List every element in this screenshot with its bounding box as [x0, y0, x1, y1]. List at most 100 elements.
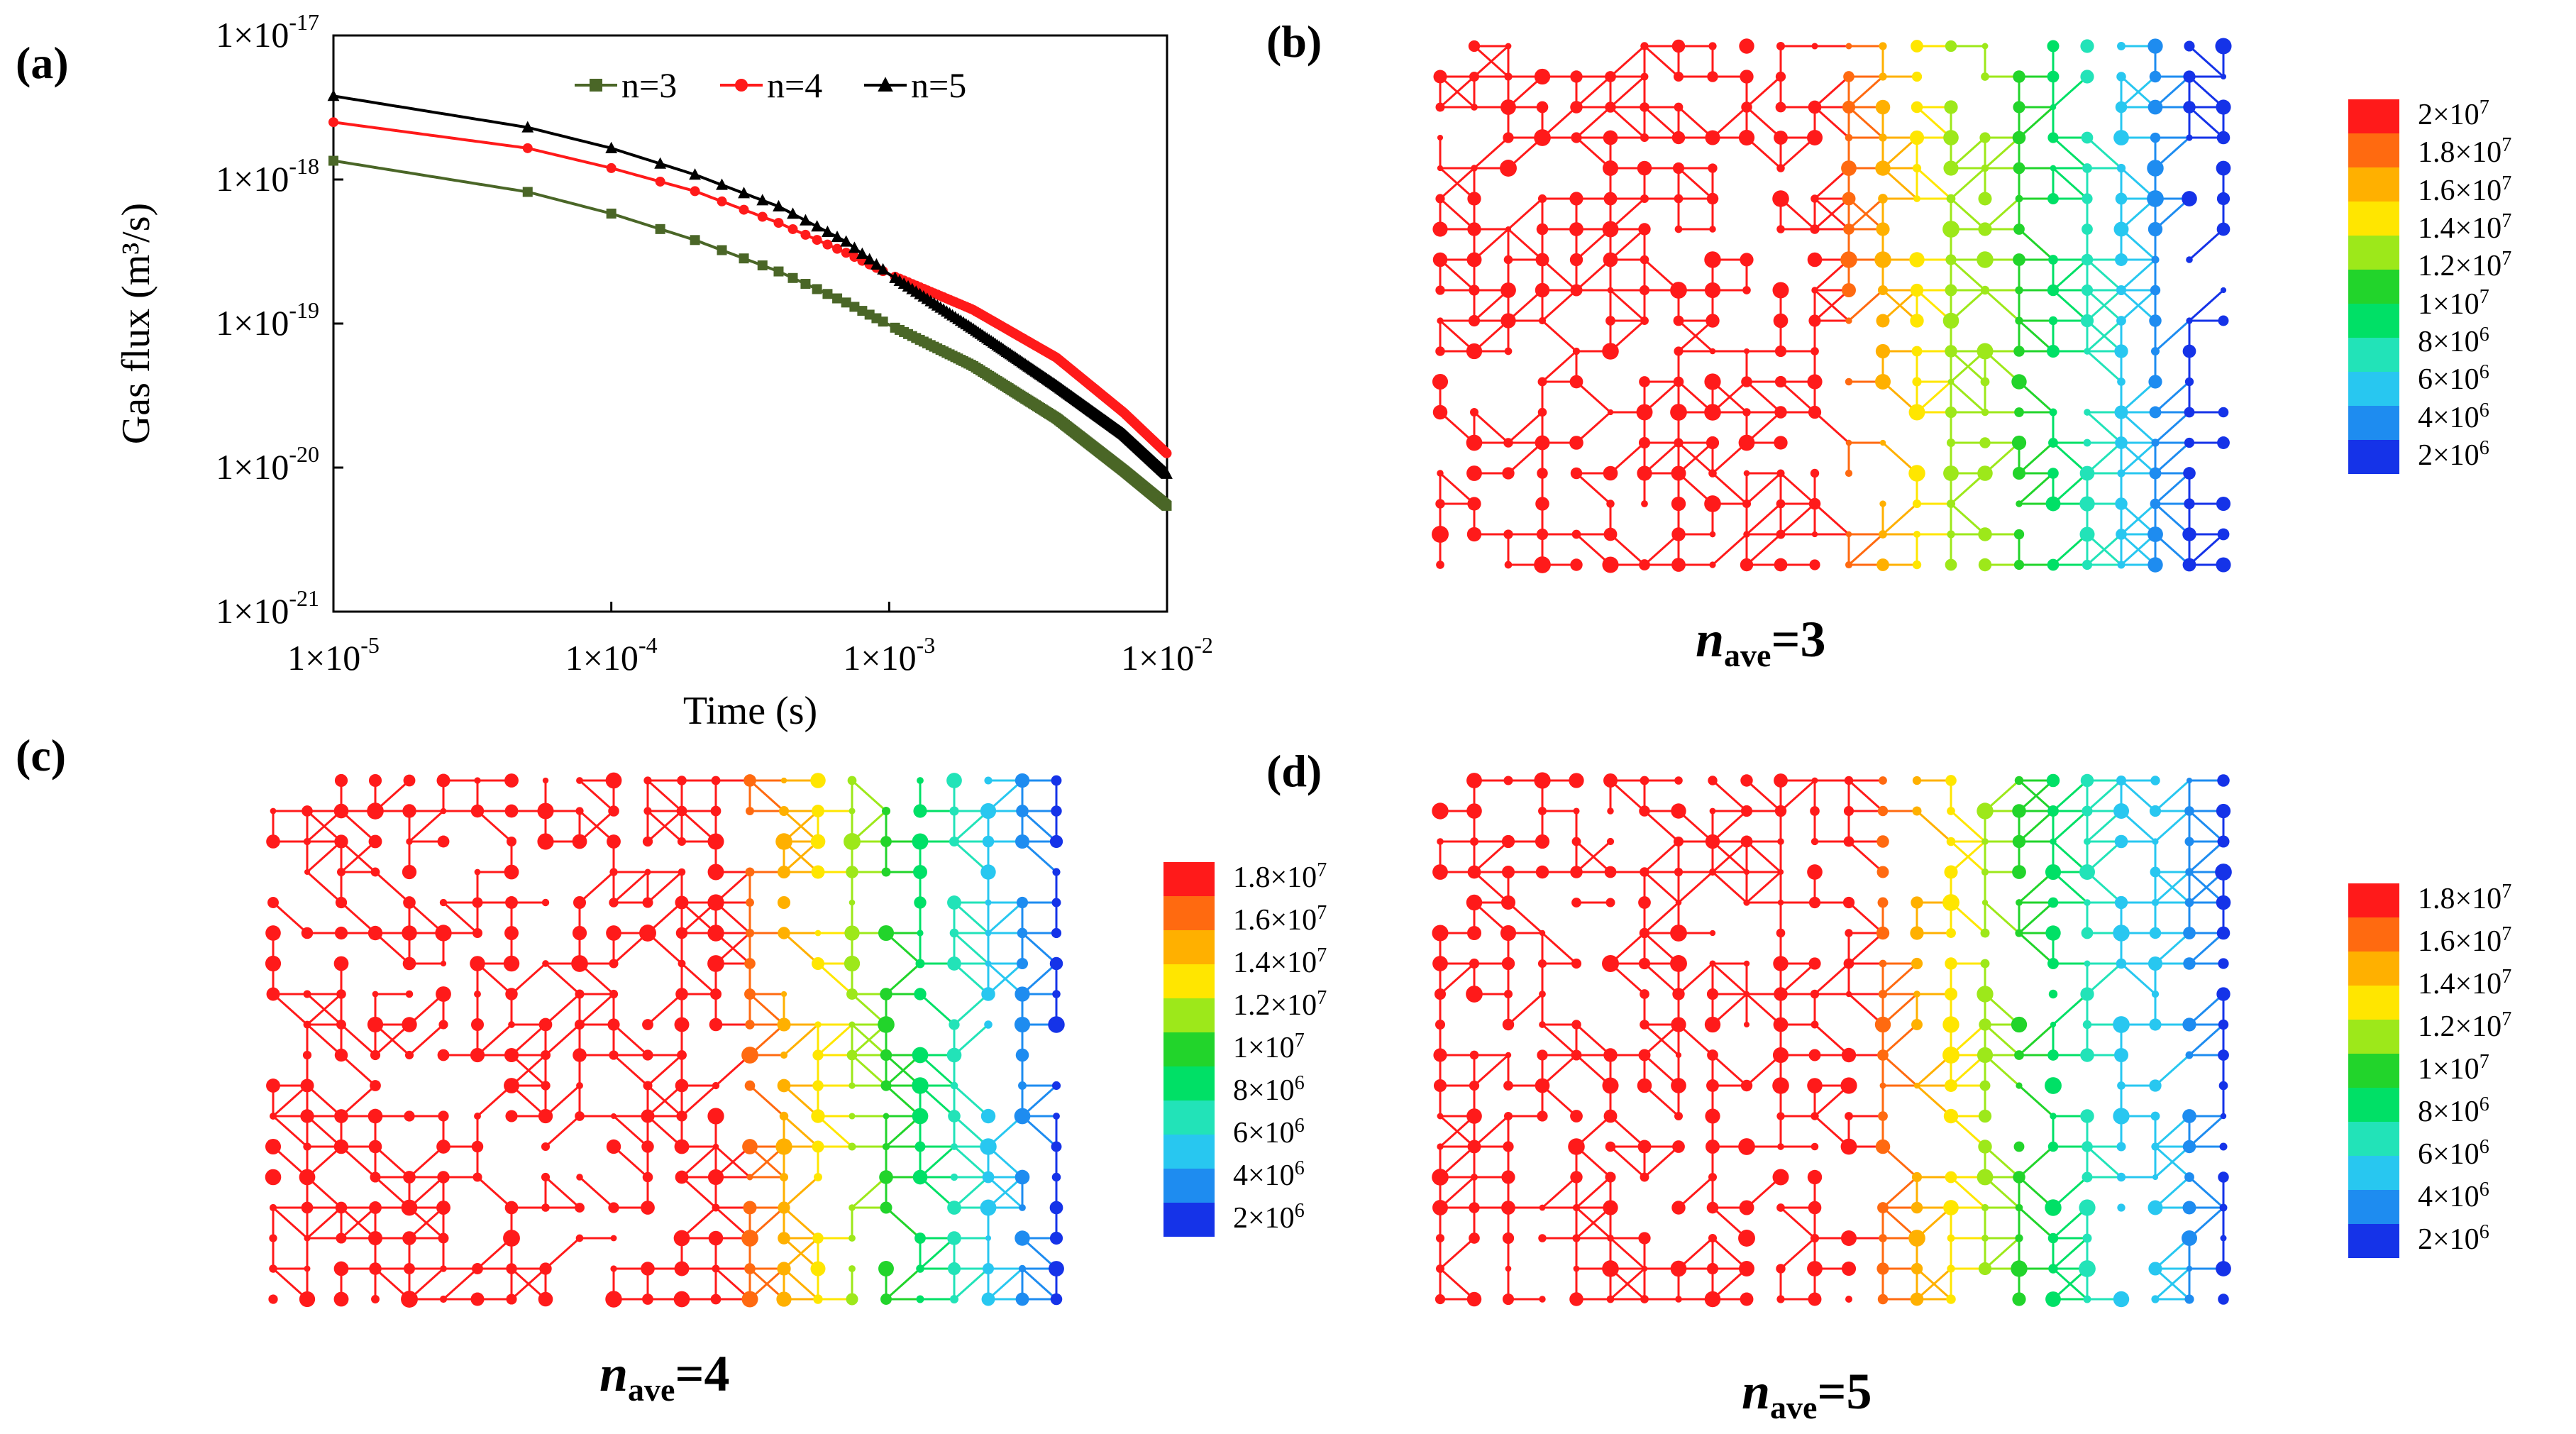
pore	[1674, 194, 1684, 204]
throat	[885, 1206, 922, 1240]
pore	[641, 1201, 655, 1215]
pore	[1946, 499, 1956, 509]
pore	[304, 1235, 311, 1242]
data-point-n=3	[787, 272, 798, 283]
pore	[2011, 1260, 2028, 1277]
pore	[1979, 1018, 1991, 1031]
pore	[780, 1051, 788, 1059]
pore	[710, 805, 722, 817]
legend-label-n=4: n=4	[767, 65, 822, 105]
pore	[2048, 255, 2058, 265]
throat	[1507, 441, 1544, 475]
pore	[1776, 1203, 1785, 1212]
pore	[1943, 1200, 1959, 1215]
throat	[1745, 380, 1782, 414]
colorbar-swatch	[2348, 99, 2399, 133]
pore	[1674, 225, 1683, 233]
pore	[1466, 986, 1483, 1003]
pore	[2147, 38, 2163, 54]
pore	[538, 1017, 553, 1032]
pore	[2185, 868, 2194, 876]
throat	[1677, 810, 1714, 843]
colorbar-tick-label: 1.2×107	[2418, 248, 2512, 283]
throat	[1575, 75, 1612, 109]
throat	[953, 901, 990, 934]
pore	[707, 1108, 724, 1125]
pore	[643, 776, 652, 785]
pore	[743, 1201, 757, 1215]
pore	[1432, 1200, 1448, 1215]
pore	[538, 1108, 553, 1124]
pore	[1049, 1201, 1063, 1215]
pore	[1807, 864, 1823, 880]
throat	[2120, 228, 2157, 261]
pore	[1743, 899, 1750, 906]
pore	[1571, 132, 1582, 143]
throat	[1950, 1176, 1986, 1209]
pore	[846, 866, 858, 878]
throat	[1473, 411, 1510, 444]
pore	[711, 776, 721, 785]
pore	[1435, 1264, 1445, 1274]
pore	[1049, 1261, 1064, 1276]
pore	[572, 925, 587, 941]
pore	[643, 807, 652, 815]
pore	[2047, 70, 2060, 83]
pore	[1977, 465, 1993, 481]
pore	[778, 1232, 790, 1245]
pore	[913, 865, 927, 879]
pore	[844, 955, 861, 972]
throat	[1609, 289, 1646, 322]
colorbar-tick-label: 6×106	[2418, 361, 2489, 397]
pore	[780, 777, 787, 784]
throat	[2018, 779, 2055, 812]
pore	[2011, 435, 2027, 451]
throat	[2086, 350, 2123, 383]
pore	[775, 833, 792, 850]
throat	[1507, 901, 1544, 934]
pore	[607, 834, 621, 849]
pore	[2115, 192, 2128, 205]
pore	[333, 1261, 349, 1276]
throat	[306, 1206, 343, 1240]
pore	[367, 803, 384, 820]
pore	[2050, 1113, 2057, 1120]
pore	[1435, 1233, 1445, 1243]
colorbar-swatch	[2348, 986, 2399, 1020]
pore	[435, 925, 452, 942]
pore	[2152, 838, 2159, 845]
pore	[1775, 71, 1786, 82]
pore	[402, 925, 417, 941]
pore	[472, 1172, 482, 1182]
pore	[1538, 1234, 1547, 1242]
pore	[1470, 408, 1478, 417]
pore	[303, 837, 311, 846]
pore	[675, 1079, 689, 1093]
pore	[844, 833, 861, 850]
colorbar-tick-label: 1.4×107	[2418, 966, 2512, 1000]
pore	[2015, 316, 2023, 325]
pore	[779, 1172, 789, 1182]
pore	[1569, 222, 1583, 236]
pore	[303, 1142, 311, 1151]
throat	[1779, 472, 1816, 505]
pore	[2082, 559, 2093, 570]
pore	[1050, 1293, 1063, 1306]
pore	[608, 1202, 619, 1213]
pore	[437, 1049, 450, 1061]
pore	[1877, 1294, 1889, 1305]
pore	[575, 1111, 585, 1121]
pore	[1640, 42, 1649, 50]
pore	[1015, 1292, 1029, 1306]
pore	[1637, 160, 1652, 176]
pore	[2045, 1199, 2062, 1216]
pore	[438, 1110, 449, 1122]
data-point-n=4	[690, 186, 700, 197]
pore	[745, 1020, 755, 1030]
pore	[1670, 925, 1687, 942]
throat	[2120, 441, 2157, 475]
throat	[408, 1023, 445, 1057]
pore	[1809, 559, 1820, 570]
pore	[673, 1230, 690, 1247]
pore	[1505, 1052, 1512, 1059]
